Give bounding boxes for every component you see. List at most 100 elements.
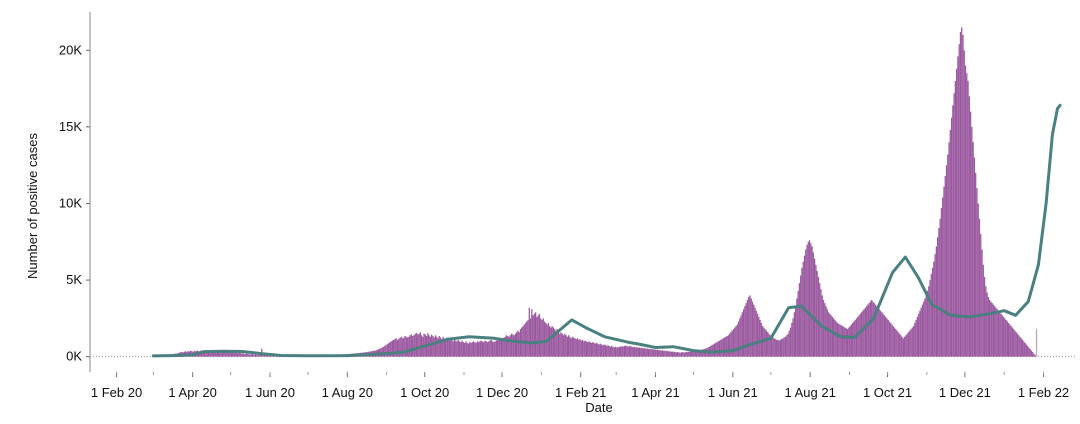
case-bar: [570, 338, 572, 357]
case-bar: [1016, 333, 1019, 357]
case-bar: [450, 338, 452, 357]
case-bar: [569, 336, 571, 357]
y-tick-label: 10K: [59, 195, 82, 210]
case-bar: [963, 50, 965, 357]
case-bar: [589, 342, 591, 357]
case-bar: [598, 344, 600, 357]
case-bar: [999, 312, 1001, 357]
case-bar: [1027, 345, 1029, 357]
case-bar: [1024, 342, 1026, 357]
case-bar: [755, 310, 757, 357]
case-bar: [887, 319, 889, 357]
case-bar: [933, 261, 935, 357]
case-bar: [229, 352, 231, 357]
case-bar: [868, 303, 870, 357]
case-bar: [540, 318, 542, 357]
case-bar: [470, 342, 472, 357]
case-bar: [611, 345, 613, 357]
case-bar: [948, 142, 950, 357]
case-bar: [758, 316, 760, 357]
case-bar: [475, 342, 477, 357]
case-bar: [783, 337, 785, 357]
case-bar: [961, 27, 963, 357]
case-bar: [1014, 330, 1016, 357]
case-bar: [403, 337, 405, 357]
case-bar: [968, 96, 970, 357]
case-bar: [682, 352, 684, 357]
case-bar: [787, 333, 789, 357]
case-bar: [647, 349, 650, 357]
case-bar: [394, 339, 396, 357]
case-bar: [797, 290, 799, 357]
case-bar: [1009, 324, 1011, 357]
case-bar: [267, 355, 269, 357]
case-bar: [405, 336, 407, 357]
case-bar: [417, 334, 419, 357]
case-bar: [748, 296, 750, 357]
case-bar: [455, 340, 457, 357]
case-bar: [565, 335, 567, 357]
case-bar: [225, 351, 227, 357]
case-bar: [840, 325, 842, 357]
case-bar: [907, 332, 910, 357]
case-bar: [916, 316, 918, 357]
case-bar: [512, 334, 514, 357]
case-bar: [722, 338, 724, 357]
x-tick-label: 1 Aug 21: [785, 385, 836, 400]
case-bar: [833, 318, 835, 357]
case-bar: [791, 322, 793, 357]
case-bar: [581, 339, 584, 357]
case-bar: [451, 339, 453, 357]
case-bar: [939, 218, 941, 357]
case-bar: [429, 336, 432, 357]
case-bar: [588, 341, 590, 357]
case-bar: [485, 341, 487, 357]
case-bar: [443, 338, 445, 357]
case-bar: [1001, 315, 1003, 357]
case-bar: [508, 336, 510, 357]
case-bar: [869, 301, 872, 357]
case-bar: [523, 324, 525, 357]
case-bar: [1011, 327, 1014, 357]
case-bar: [867, 304, 869, 357]
case-bar: [1025, 344, 1028, 357]
case-bar: [980, 234, 982, 357]
case-bar: [859, 313, 861, 357]
case-bar: [536, 316, 538, 357]
case-bar: [987, 296, 989, 357]
case-bar: [930, 273, 932, 357]
case-bar: [956, 68, 958, 357]
case-bar: [877, 307, 879, 357]
case-bar: [404, 336, 406, 357]
case-bar: [628, 345, 631, 357]
case-bar: [503, 337, 505, 357]
case-bar: [559, 333, 561, 357]
case-bar: [441, 339, 443, 357]
case-bar: [452, 341, 454, 357]
case-bar: [479, 341, 481, 357]
case-bar: [408, 336, 410, 357]
case-bar: [382, 346, 385, 357]
case-bar: [637, 347, 640, 357]
case-bar: [431, 334, 433, 357]
case-bar: [432, 336, 434, 357]
x-tick-label: 1 Oct 21: [863, 385, 912, 400]
case-bar: [1020, 338, 1022, 357]
case-bar: [556, 329, 558, 357]
case-bar: [398, 339, 400, 357]
case-bar: [640, 348, 642, 357]
case-bar: [1000, 313, 1002, 357]
case-bar: [702, 349, 704, 357]
case-bar: [827, 312, 830, 357]
case-bar: [697, 350, 699, 357]
case-bar: [784, 336, 787, 357]
case-bar: [803, 255, 806, 357]
case-bar: [734, 327, 736, 357]
case-bar: [716, 342, 718, 357]
case-bar: [944, 175, 946, 357]
case-bar: [575, 339, 577, 357]
case-bar: [994, 306, 996, 357]
case-bar: [838, 323, 840, 357]
case-bar: [829, 313, 831, 357]
